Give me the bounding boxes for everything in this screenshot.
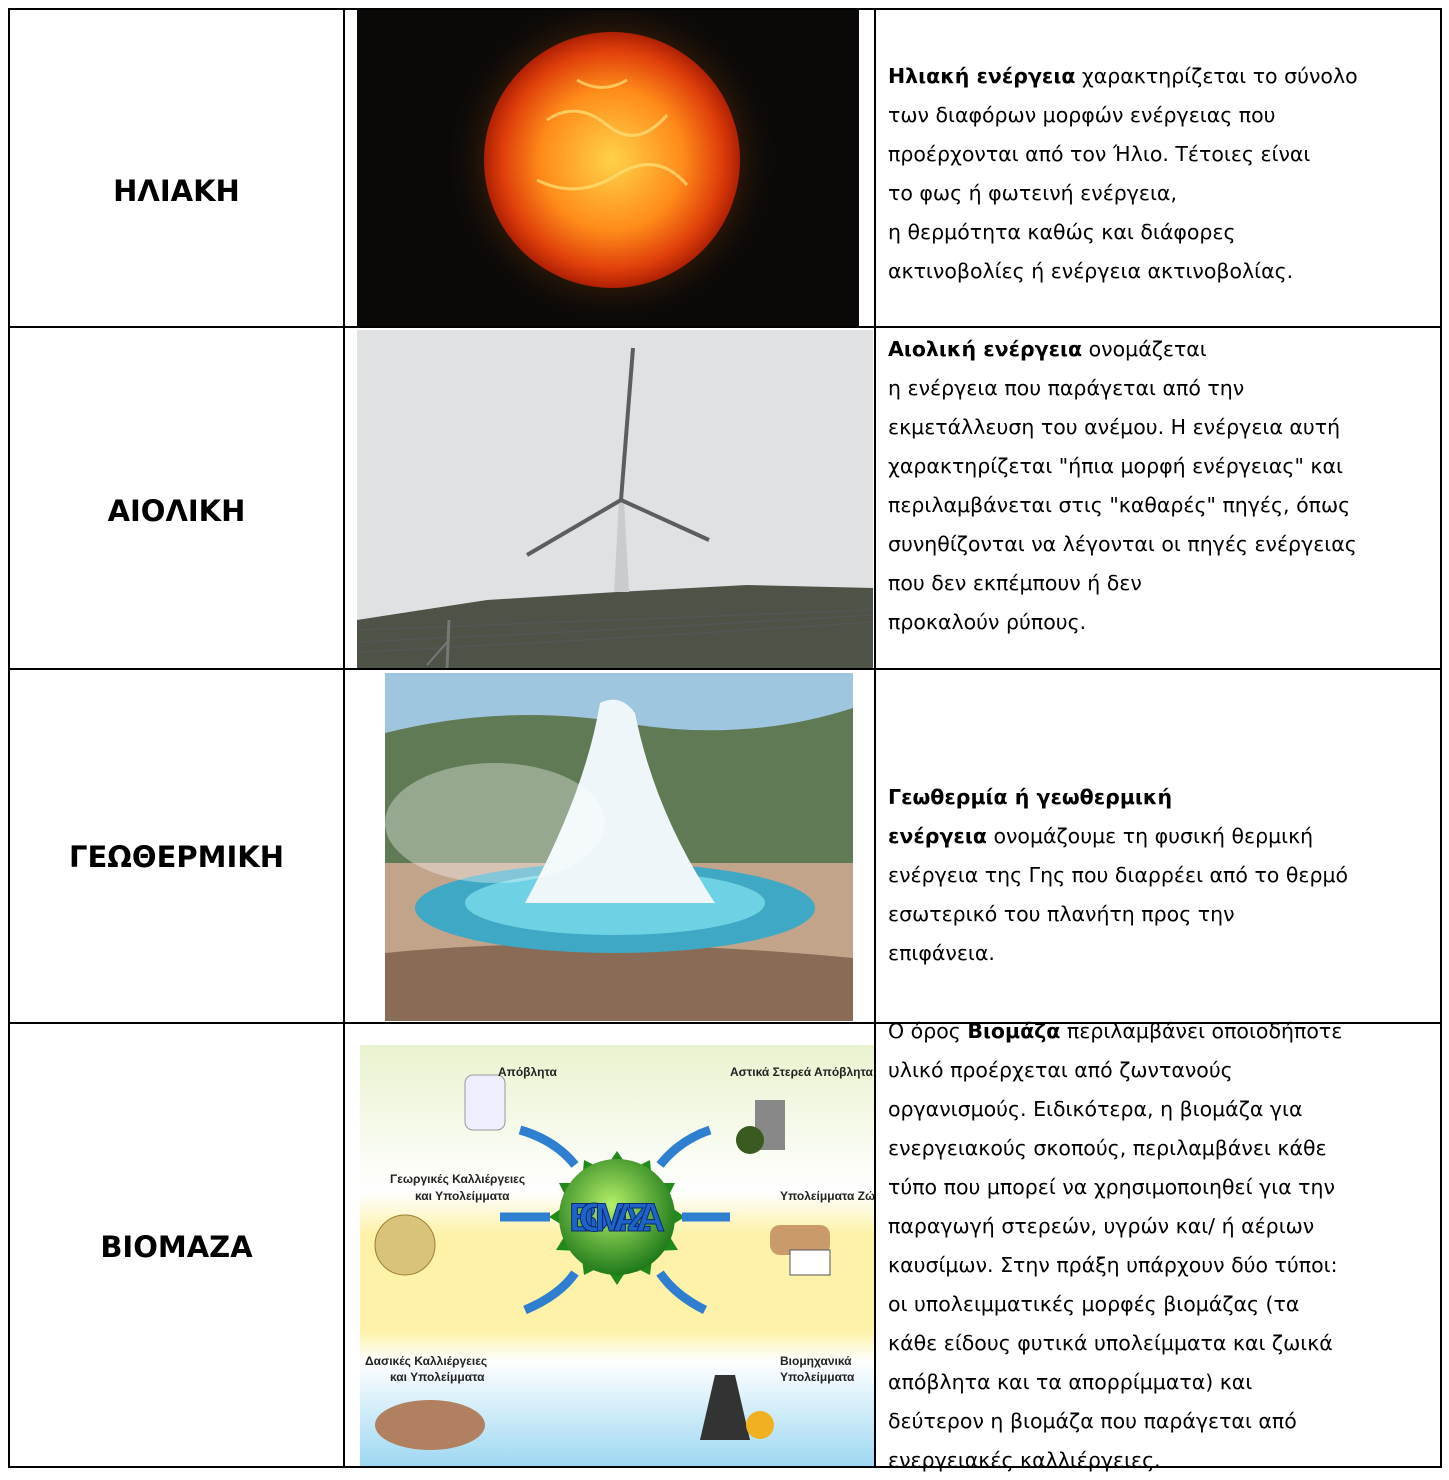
- text-line: Ο όρος Βιομάζα περιλαμβάνει οποιοδήποτε: [888, 1012, 1438, 1051]
- text-line: απόβλητα και τα απορρίμματα) και: [888, 1363, 1438, 1402]
- text: δεύτερον η βιομάζα που παράγεται από: [888, 1409, 1297, 1433]
- text: ακτινοβολίες ή ενέργεια ακτινοβολίας.: [888, 259, 1293, 283]
- text: Ο όρος: [888, 1019, 967, 1043]
- text: ενεργειακές καλλιέργειες.: [888, 1448, 1161, 1472]
- row-label: ΑΙΟΛΙΚΗ: [10, 494, 343, 528]
- bold-text: Βιομάζα: [967, 1019, 1060, 1043]
- biomass-diagram: ΒΙΟΜΑΖΑ Απόβλητα Αστικά Στερεά Απόβλητα …: [360, 1045, 874, 1466]
- text: προκαλούν ρύπους.: [888, 610, 1086, 634]
- text-line: ακτινοβολίες ή ενέργεια ακτινοβολίας.: [888, 252, 1438, 291]
- text-line: δεύτερον η βιομάζα που παράγεται από: [888, 1402, 1438, 1441]
- text-line: που δεν εκπέμπουν ή δεν: [888, 564, 1438, 603]
- text-line: προκαλούν ρύπους.: [888, 603, 1438, 642]
- document: {"table": {"rows": [ {"label": "ΗΛΙΑΚΗ",…: [0, 0, 1449, 1472]
- bold-text: Γεωθερμία ή γεωθερμική: [888, 785, 1172, 809]
- text: εκμετάλλευση του ανέμου. Η ενέργεια αυτή: [888, 415, 1340, 439]
- text: χαρακτηρίζεται "ήπια μορφή ενέργειας" κα…: [888, 454, 1343, 478]
- page: Ανανεώσιμες πηγές ενέργειας html, body {…: [0, 0, 1449, 1472]
- text-line: προέρχονται από τον Ήλιο. Τέτοιες είναι: [888, 135, 1438, 174]
- text: επιφάνεια.: [888, 941, 995, 965]
- text: η θερμότητα καθώς και διάφορες: [888, 220, 1236, 244]
- row-label: ΗΛΙΑΚΗ: [10, 174, 343, 208]
- text: καυσίμων. Στην πράξη υπάρχουν δύο τύποι:: [888, 1253, 1337, 1277]
- text-line: επιφάνεια.: [888, 934, 1438, 973]
- row-border: [8, 668, 1442, 670]
- text: των διαφόρων μορφών ενέργειας που: [888, 103, 1276, 127]
- text-line: περιλαμβάνεται στις "καθαρές" πηγές, όπω…: [888, 486, 1438, 525]
- text-line: τύπο που μπορεί να χρησιμοποιηθεί για τη…: [888, 1168, 1438, 1207]
- description: Ηλιακή ενέργεια χαρακτηρίζεται το σύνολο…: [888, 57, 1438, 291]
- text-line: κάθε είδους φυτικά υπολείμματα και ζωικά: [888, 1324, 1438, 1363]
- text-line: ενεργειακές καλλιέργειες.: [888, 1441, 1438, 1480]
- text-line: συνηθίζονται να λέγονται οι πηγές ενέργε…: [888, 525, 1438, 564]
- text-line: οι υπολειμματικές μορφές βιομάζας (τα: [888, 1285, 1438, 1324]
- text: χαρακτηρίζεται το σύνολο: [1075, 64, 1357, 88]
- text: κάθε είδους φυτικά υπολείμματα και ζωικά: [888, 1331, 1333, 1355]
- text: οι υπολειμματικές μορφές βιομάζας (τα: [888, 1292, 1299, 1316]
- wind-image: [357, 330, 873, 668]
- row-label: ΒΙΟΜΑΖΑ: [10, 1230, 343, 1264]
- text: περιλαμβάνει οποιοδήποτε: [1060, 1019, 1342, 1043]
- diagram-label: Γεωργικές Καλλιέργειες: [390, 1172, 525, 1186]
- diagram-label: Υπολείμματα Ζώων: [780, 1189, 874, 1203]
- column-border: [343, 8, 345, 1468]
- text-line: η θερμότητα καθώς και διάφορες: [888, 213, 1438, 252]
- text-line: οργανισμούς. Ειδικότερα, η βιομάζα για: [888, 1090, 1438, 1129]
- geyser-image: [385, 673, 853, 1021]
- text-line: ενεργειακούς σκοπούς, περιλαμβάνει κάθε: [888, 1129, 1438, 1168]
- text: ονομάζεται: [1082, 337, 1207, 361]
- text: συνηθίζονται να λέγονται οι πηγές ενέργε…: [888, 532, 1357, 556]
- bold-text: Ηλιακή ενέργεια: [888, 64, 1075, 88]
- text: υλικό προέρχεται από ζωντανούς: [888, 1058, 1233, 1082]
- text-line: παραγωγή στερεών, υγρών και/ ή αέριων: [888, 1207, 1438, 1246]
- text-line: εσωτερικό του πλανήτη προς την: [888, 895, 1438, 934]
- description: Γεωθερμία ή γεωθερμική ενέργεια ονομάζουμ…: [888, 778, 1438, 973]
- text: εσωτερικό του πλανήτη προς την: [888, 902, 1235, 926]
- text: ονομάζουμε τη φυσική θερμική: [987, 824, 1313, 848]
- text-line: των διαφόρων μορφών ενέργειας που: [888, 96, 1438, 135]
- description: Ο όρος Βιομάζα περιλαμβάνει οποιοδήποτε υ…: [888, 1012, 1438, 1480]
- diagram-label: Βιομηχανικά: [780, 1354, 852, 1368]
- text: προέρχονται από τον Ήλιο. Τέτοιες είναι: [888, 142, 1310, 166]
- diagram-center: ΒΙΟΜΑΖΑ: [569, 1196, 665, 1240]
- diagram-label: και Υπολείμματα: [390, 1370, 485, 1384]
- text-line: ενέργεια ονομάζουμε τη φυσική θερμική: [888, 817, 1438, 856]
- text: η ενέργεια που παράγεται από την: [888, 376, 1244, 400]
- text-line: Γεωθερμία ή γεωθερμική: [888, 778, 1438, 817]
- text-line: Ηλιακή ενέργεια χαρακτηρίζεται το σύνολο: [888, 57, 1438, 96]
- text-line: υλικό προέρχεται από ζωντανούς: [888, 1051, 1438, 1090]
- text-line: ενέργεια της Γης που διαρρέει από το θερ…: [888, 856, 1438, 895]
- text: το φως ή φωτεινή ενέργεια,: [888, 181, 1177, 205]
- text-line: Αιολική ενέργεια ονομάζεται: [888, 330, 1438, 369]
- text-line: η ενέργεια που παράγεται από την: [888, 369, 1438, 408]
- diagram-label: και Υπολείμματα: [415, 1189, 510, 1203]
- row-label: ΓΕΩΘΕΡΜΙΚΗ: [10, 840, 343, 874]
- text: οργανισμούς. Ειδικότερα, η βιομάζα για: [888, 1097, 1302, 1121]
- diagram-label: Αστικά Στερεά Απόβλητα: [730, 1065, 874, 1079]
- diagram-label: Δασικές Καλλιέργειες: [365, 1354, 487, 1368]
- row-border: [8, 326, 1442, 328]
- text: περιλαμβάνεται στις "καθαρές" πηγές, όπω…: [888, 493, 1350, 517]
- text: ενεργειακούς σκοπούς, περιλαμβάνει κάθε: [888, 1136, 1327, 1160]
- description: Αιολική ενέργεια ονομάζεται η ενέργεια πο…: [888, 330, 1438, 642]
- column-border: [874, 8, 876, 1468]
- text-line: εκμετάλλευση του ανέμου. Η ενέργεια αυτή: [888, 408, 1438, 447]
- bold-text: Αιολική ενέργεια: [888, 337, 1082, 361]
- table-border: [1440, 8, 1442, 1468]
- text: τύπο που μπορεί να χρησιμοποιηθεί για τη…: [888, 1175, 1335, 1199]
- text: που δεν εκπέμπουν ή δεν: [888, 571, 1142, 595]
- text-line: το φως ή φωτεινή ενέργεια,: [888, 174, 1438, 213]
- diagram-label: Απόβλητα: [498, 1065, 558, 1079]
- text: ενέργεια της Γης που διαρρέει από το θερ…: [888, 863, 1348, 887]
- bold-text: ενέργεια: [888, 824, 987, 848]
- sun-image: [357, 10, 859, 326]
- text-line: καυσίμων. Στην πράξη υπάρχουν δύο τύποι:: [888, 1246, 1438, 1285]
- text: παραγωγή στερεών, υγρών και/ ή αέριων: [888, 1214, 1314, 1238]
- diagram-label: Υπολείμματα: [780, 1370, 855, 1384]
- text: απόβλητα και τα απορρίμματα) και: [888, 1370, 1252, 1394]
- text-line: χαρακτηρίζεται "ήπια μορφή ενέργειας" κα…: [888, 447, 1438, 486]
